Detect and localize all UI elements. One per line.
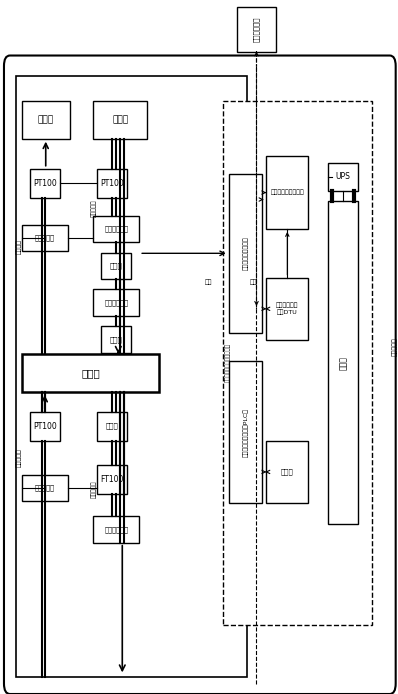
Text: 数据: 数据 — [250, 280, 258, 285]
Text: 一次网供水: 一次网供水 — [91, 480, 96, 498]
FancyBboxPatch shape — [22, 475, 68, 501]
Text: 温度计: 温度计 — [110, 336, 123, 343]
Text: 二次回水: 二次回水 — [16, 239, 22, 254]
FancyBboxPatch shape — [229, 174, 262, 333]
FancyBboxPatch shape — [223, 101, 372, 625]
FancyBboxPatch shape — [22, 354, 159, 392]
FancyBboxPatch shape — [229, 361, 262, 503]
Text: 流量计: 流量计 — [106, 423, 119, 430]
FancyBboxPatch shape — [266, 278, 308, 340]
FancyBboxPatch shape — [101, 326, 131, 353]
Text: 熳换器: 熳换器 — [112, 115, 129, 124]
FancyBboxPatch shape — [328, 201, 358, 524]
Text: 冷凝器: 冷凝器 — [81, 368, 100, 378]
FancyBboxPatch shape — [98, 465, 127, 494]
Text: 一次网回水: 一次网回水 — [91, 199, 96, 217]
FancyBboxPatch shape — [94, 289, 139, 316]
FancyBboxPatch shape — [266, 156, 308, 229]
Text: PT100: PT100 — [33, 422, 57, 430]
FancyBboxPatch shape — [98, 412, 127, 441]
Text: 电磁阆: 电磁阆 — [110, 262, 123, 269]
FancyBboxPatch shape — [98, 169, 127, 198]
Text: 工业用数据远传装置: 工业用数据远传装置 — [243, 237, 248, 270]
Text: UPS: UPS — [336, 173, 350, 181]
FancyBboxPatch shape — [94, 516, 139, 543]
FancyBboxPatch shape — [22, 101, 70, 139]
Text: 一次网供水: 一次网供水 — [16, 448, 22, 468]
Text: 系统控制端: 系统控制端 — [392, 337, 397, 357]
Text: 远程监控中心: 远程监控中心 — [253, 17, 260, 42]
Text: 过流量控制器: 过流量控制器 — [104, 226, 128, 232]
FancyBboxPatch shape — [328, 163, 358, 191]
Text: 水泵房: 水泵房 — [38, 115, 54, 124]
FancyBboxPatch shape — [30, 169, 60, 198]
FancyBboxPatch shape — [16, 76, 246, 677]
Text: 无线数据远控
单元DTU: 无线数据远控 单元DTU — [276, 303, 298, 315]
Text: PT100: PT100 — [100, 179, 124, 187]
FancyBboxPatch shape — [30, 412, 60, 441]
Text: 变压器: 变压器 — [338, 356, 347, 369]
FancyBboxPatch shape — [22, 225, 68, 251]
Text: 过流量控制器: 过流量控制器 — [104, 526, 128, 533]
FancyBboxPatch shape — [94, 216, 139, 242]
Text: 过流量控制器: 过流量控制器 — [104, 299, 128, 306]
FancyBboxPatch shape — [266, 441, 308, 503]
Text: 压力变送器: 压力变送器 — [35, 235, 55, 242]
Text: 工业用多参数数据远传装置: 工业用多参数数据远传装置 — [224, 343, 230, 382]
FancyBboxPatch shape — [4, 56, 396, 694]
Text: PT100: PT100 — [33, 179, 57, 187]
FancyBboxPatch shape — [101, 253, 131, 279]
Text: 继电器: 继电器 — [281, 468, 294, 475]
Text: 测量: 测量 — [205, 280, 213, 285]
Text: FT100: FT100 — [101, 475, 124, 484]
Text: 压力变送器: 压力变送器 — [35, 484, 55, 491]
FancyBboxPatch shape — [237, 7, 276, 52]
FancyBboxPatch shape — [94, 101, 147, 139]
Text: 可编程逻辑控制器（PLC）: 可编程逻辑控制器（PLC） — [243, 407, 248, 457]
Text: 工业级数据库服务器: 工业级数据库服务器 — [271, 189, 304, 196]
